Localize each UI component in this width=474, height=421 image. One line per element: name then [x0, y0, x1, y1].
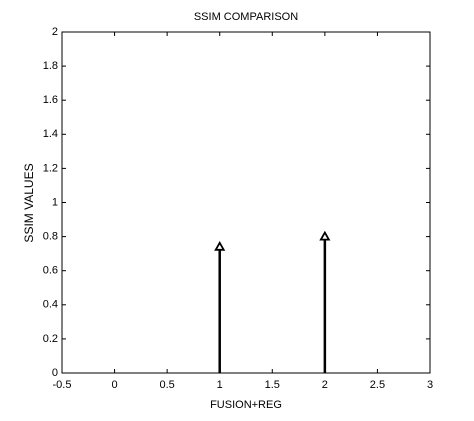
y-tick-label: 0.8: [43, 231, 58, 243]
y-tick-label: 1.2: [43, 162, 58, 174]
x-axis-label: FUSION+REG: [210, 399, 282, 411]
y-tick-label: 0.6: [43, 265, 58, 277]
x-tick-label: 0: [112, 379, 118, 391]
x-tick-label: 2.5: [370, 379, 385, 391]
x-tick-label: 3: [427, 379, 433, 391]
x-tick-label: 2: [322, 379, 328, 391]
x-tick-label: 1: [217, 379, 223, 391]
y-tick-label: 0.2: [43, 333, 58, 345]
y-tick-label: 1: [52, 196, 58, 208]
y-tick-label: 1.4: [43, 128, 58, 140]
x-tick-label: 1.5: [265, 379, 280, 391]
stem-marker: [214, 241, 226, 251]
x-tick-label: -0.5: [53, 379, 72, 391]
stem-marker: [319, 230, 331, 241]
y-tick-label: 0.4: [43, 299, 58, 311]
y-tick-label: 1.6: [43, 94, 58, 106]
chart-title: SSIM COMPARISON: [194, 11, 298, 23]
y-axis-label: SSIM VALUES: [22, 163, 36, 242]
x-tick-label: 0.5: [159, 379, 174, 391]
y-tick-label: 0: [52, 367, 58, 379]
y-tick-label: 2: [52, 26, 58, 38]
y-tick-label: 1.8: [43, 60, 58, 72]
plot-frame: [61, 31, 431, 374]
